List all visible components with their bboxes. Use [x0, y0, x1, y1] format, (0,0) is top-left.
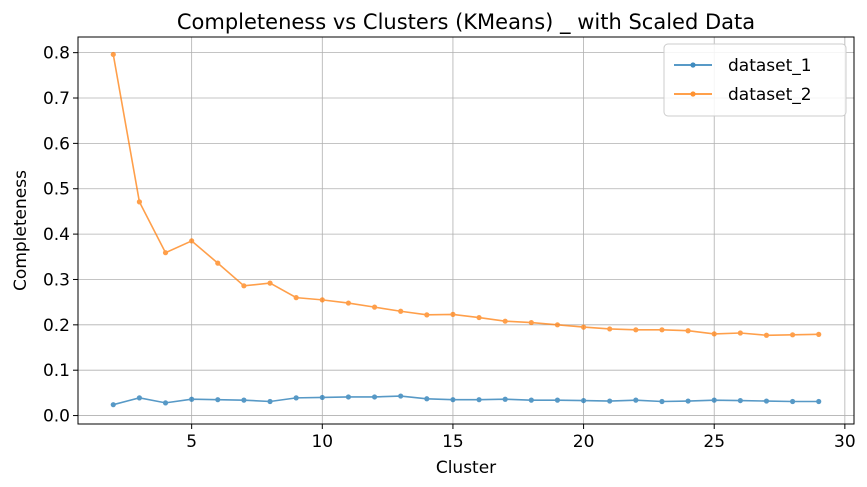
data-point — [816, 331, 822, 337]
data-point — [215, 260, 221, 266]
series-line — [112, 54, 819, 337]
series-dataset_1 — [110, 393, 822, 408]
legend-marker — [690, 62, 696, 68]
legend-item — [674, 62, 712, 68]
data-point — [789, 398, 796, 405]
y-tick-label: 0.7 — [43, 89, 70, 109]
y-tick-label: 0.0 — [43, 407, 70, 427]
data-point — [580, 324, 587, 330]
data-point — [398, 308, 404, 314]
data-point — [633, 327, 639, 333]
legend-marker — [690, 91, 696, 97]
data-point — [110, 402, 116, 408]
data-point — [659, 327, 665, 333]
data-point — [293, 295, 299, 301]
data-point — [763, 332, 770, 338]
data-point — [162, 250, 169, 256]
data-point — [241, 397, 247, 403]
data-point — [528, 319, 534, 326]
x-tick-label: 15 — [442, 432, 464, 452]
data-point — [319, 297, 325, 303]
data-point — [345, 394, 352, 400]
x-tick-label: 20 — [573, 432, 595, 452]
legend-item — [674, 91, 712, 97]
series-dataset_2 — [110, 51, 822, 338]
data-point — [189, 238, 195, 244]
data-point — [476, 314, 482, 321]
series-layer — [110, 51, 822, 408]
y-tick-label: 0.1 — [43, 361, 70, 381]
data-point — [528, 397, 534, 403]
data-point — [319, 394, 325, 401]
data-point — [293, 395, 299, 401]
legend-label: dataset_2 — [728, 85, 812, 105]
data-point — [476, 397, 482, 403]
data-point — [685, 398, 691, 404]
data-point — [371, 394, 378, 400]
data-point — [633, 397, 639, 403]
data-point — [189, 396, 195, 402]
data-point — [267, 398, 273, 405]
data-point — [162, 400, 169, 406]
legend-box — [663, 43, 847, 117]
y-tick-label: 0.8 — [43, 44, 70, 64]
data-point — [580, 397, 587, 404]
data-point — [659, 398, 665, 405]
data-point — [450, 311, 456, 318]
series-line — [113, 395, 819, 406]
data-point — [398, 393, 404, 399]
data-point — [711, 331, 717, 337]
chart-title: Completeness vs Clusters (KMeans) _ with… — [177, 10, 755, 35]
data-point — [554, 322, 561, 328]
x-tick-label: 25 — [703, 432, 725, 452]
data-point — [110, 51, 116, 58]
legend-label: dataset_1 — [728, 56, 812, 76]
data-point — [685, 328, 691, 334]
y-axis-label: Completeness — [11, 170, 31, 291]
data-point — [424, 396, 430, 402]
y-tick-label: 0.3 — [43, 270, 70, 290]
data-point — [215, 397, 221, 403]
plot-frame — [77, 36, 855, 425]
y-tick-label: 0.6 — [43, 134, 70, 154]
data-point — [371, 304, 378, 310]
data-point — [607, 326, 613, 332]
data-point — [737, 330, 743, 336]
data-point — [450, 397, 456, 403]
data-point — [424, 312, 430, 318]
data-point — [711, 397, 717, 403]
x-axis: 5 10 15 20 25 30 — [186, 424, 856, 452]
data-point — [737, 397, 743, 404]
x-axis-label: Cluster — [436, 458, 496, 478]
data-point — [607, 398, 613, 404]
data-point — [136, 199, 143, 205]
data-point — [345, 300, 352, 306]
y-tick-label: 0.5 — [43, 180, 70, 200]
data-point — [816, 398, 822, 405]
x-tick-label: 30 — [834, 432, 856, 452]
data-point — [502, 396, 508, 402]
data-point — [789, 332, 796, 338]
y-axis: 0.0 0.1 0.2 0.3 0.4 0.5 0.6 0.7 0.8 — [43, 44, 78, 427]
data-point — [241, 283, 247, 289]
data-point — [763, 398, 770, 404]
y-tick-label: 0.2 — [43, 316, 70, 336]
x-tick-label: 10 — [311, 432, 333, 452]
y-tick-label: 0.4 — [43, 225, 70, 245]
data-point — [554, 397, 561, 403]
x-tick-label: 5 — [186, 432, 197, 452]
legend: dataset_1 dataset_2 — [663, 43, 847, 117]
data-point — [267, 280, 273, 286]
data-point — [502, 318, 508, 324]
data-point — [136, 395, 143, 401]
